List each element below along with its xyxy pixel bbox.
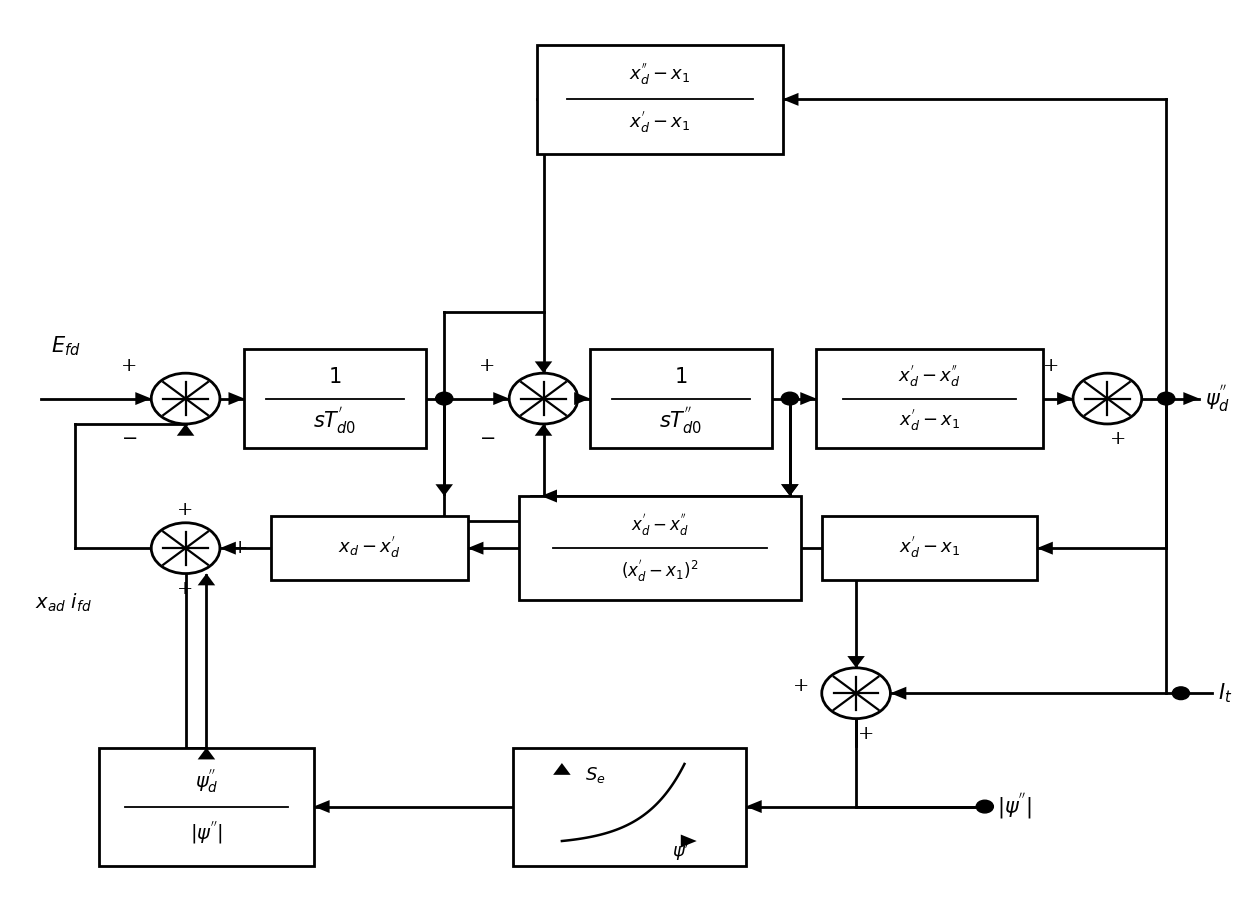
- Text: $sT_{d0}^{''}$: $sT_{d0}^{''}$: [660, 405, 702, 436]
- Circle shape: [435, 393, 453, 405]
- Bar: [822, 516, 1037, 580]
- Text: +: +: [858, 725, 874, 743]
- Polygon shape: [782, 93, 799, 106]
- Polygon shape: [197, 574, 216, 586]
- Text: $\psi_d^{''}$: $\psi_d^{''}$: [195, 767, 218, 794]
- Polygon shape: [467, 542, 484, 554]
- Polygon shape: [847, 656, 864, 668]
- Text: $I_t$: $I_t$: [1218, 682, 1233, 705]
- Bar: [244, 349, 425, 448]
- Text: $1$: $1$: [675, 367, 687, 387]
- Text: +: +: [177, 501, 193, 519]
- Text: $x_d^{'} - x_1$: $x_d^{'} - x_1$: [899, 535, 960, 561]
- Polygon shape: [135, 393, 151, 405]
- Circle shape: [781, 393, 799, 405]
- Polygon shape: [197, 748, 216, 759]
- Polygon shape: [1058, 393, 1073, 405]
- Text: $(x_d^{'} - x_1)^2$: $(x_d^{'} - x_1)^2$: [621, 558, 698, 584]
- Circle shape: [1172, 687, 1189, 700]
- Text: +: +: [232, 539, 249, 557]
- Circle shape: [510, 373, 578, 424]
- Circle shape: [976, 801, 993, 813]
- Text: +: +: [479, 357, 495, 374]
- Text: $1$: $1$: [329, 367, 342, 387]
- Text: $x_{ad}\ i_{fd}$: $x_{ad}\ i_{fd}$: [35, 591, 92, 614]
- Polygon shape: [534, 361, 552, 373]
- Text: +: +: [122, 357, 138, 374]
- Text: $\psi_d^{''}$: $\psi_d^{''}$: [1205, 383, 1230, 414]
- Text: +: +: [177, 580, 193, 597]
- Text: $sT_{d0}^{'}$: $sT_{d0}^{'}$: [314, 405, 357, 436]
- Circle shape: [822, 668, 890, 718]
- Polygon shape: [219, 542, 236, 554]
- Polygon shape: [177, 424, 195, 436]
- Bar: [590, 349, 771, 448]
- Text: $|\psi^{''}|$: $|\psi^{''}|$: [190, 819, 223, 845]
- Polygon shape: [1037, 542, 1053, 554]
- Polygon shape: [314, 800, 330, 813]
- Bar: [520, 496, 801, 600]
- Polygon shape: [681, 834, 697, 847]
- Text: +: +: [792, 676, 810, 694]
- Text: $E_{fd}$: $E_{fd}$: [51, 334, 81, 358]
- Text: $x_d^{'} - x_1$: $x_d^{'} - x_1$: [630, 111, 691, 136]
- Polygon shape: [781, 484, 799, 496]
- Polygon shape: [435, 484, 453, 496]
- Text: $-$: $-$: [122, 427, 138, 446]
- Polygon shape: [1183, 393, 1199, 405]
- Text: +: +: [1043, 357, 1059, 374]
- Text: $-$: $-$: [479, 427, 495, 446]
- Text: $\psi'$: $\psi'$: [672, 840, 689, 864]
- Polygon shape: [800, 393, 816, 405]
- Polygon shape: [541, 490, 557, 502]
- Text: $x_d^{'} - x_d^{''}$: $x_d^{'} - x_d^{''}$: [899, 363, 961, 390]
- Polygon shape: [553, 763, 570, 775]
- Polygon shape: [745, 800, 761, 813]
- Text: $x_d^{'} - x_d^{''}$: $x_d^{'} - x_d^{''}$: [631, 512, 689, 538]
- Circle shape: [1073, 373, 1142, 424]
- Bar: [99, 748, 314, 866]
- Circle shape: [1158, 393, 1174, 405]
- Bar: [537, 45, 782, 154]
- Text: $x_d^{''} - x_1$: $x_d^{''} - x_1$: [630, 62, 691, 89]
- Text: +: +: [1110, 430, 1126, 448]
- Polygon shape: [494, 393, 510, 405]
- Circle shape: [151, 522, 219, 574]
- Text: $S_e$: $S_e$: [585, 765, 605, 785]
- Polygon shape: [890, 687, 906, 700]
- Bar: [816, 349, 1043, 448]
- Bar: [272, 516, 467, 580]
- Text: $x_d^{'} - x_1$: $x_d^{'} - x_1$: [899, 407, 960, 434]
- Polygon shape: [534, 424, 552, 436]
- Circle shape: [151, 373, 219, 424]
- Polygon shape: [228, 393, 244, 405]
- Polygon shape: [781, 484, 799, 496]
- Text: $|\psi^{''}|$: $|\psi^{''}|$: [997, 792, 1032, 821]
- Text: $x_d - x_d^{'}$: $x_d - x_d^{'}$: [339, 535, 401, 561]
- Bar: [513, 748, 745, 866]
- Polygon shape: [574, 393, 590, 405]
